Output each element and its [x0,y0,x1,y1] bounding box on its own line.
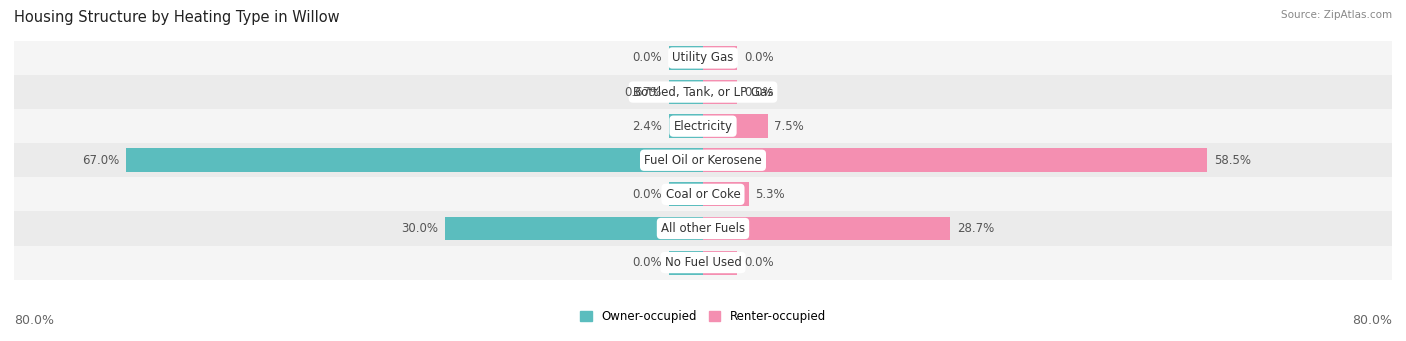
Bar [14,75,1392,109]
Bar [703,217,950,240]
Bar [669,182,703,206]
Text: 0.0%: 0.0% [633,51,662,64]
Text: 58.5%: 58.5% [1213,154,1251,167]
Bar [14,143,1392,177]
Bar [669,114,703,138]
Bar [14,246,1392,280]
Text: 2.4%: 2.4% [631,120,662,133]
Text: 30.0%: 30.0% [401,222,437,235]
Bar [14,109,1392,143]
Bar [14,41,1392,75]
Text: All other Fuels: All other Fuels [661,222,745,235]
Bar [669,80,703,104]
Bar [703,46,738,70]
Text: 0.0%: 0.0% [633,256,662,269]
Text: 67.0%: 67.0% [82,154,120,167]
Text: 0.0%: 0.0% [744,86,773,99]
Bar [669,46,703,70]
Text: Housing Structure by Heating Type in Willow: Housing Structure by Heating Type in Wil… [14,10,340,25]
Text: 80.0%: 80.0% [14,314,53,327]
Text: Bottled, Tank, or LP Gas: Bottled, Tank, or LP Gas [633,86,773,99]
Legend: Owner-occupied, Renter-occupied: Owner-occupied, Renter-occupied [576,306,830,326]
Text: 28.7%: 28.7% [957,222,994,235]
Text: Utility Gas: Utility Gas [672,51,734,64]
Bar [703,114,768,138]
Bar [703,251,738,275]
Bar [703,80,738,104]
Text: Fuel Oil or Kerosene: Fuel Oil or Kerosene [644,154,762,167]
Bar [444,217,703,240]
Text: 80.0%: 80.0% [1353,314,1392,327]
Bar [703,182,748,206]
Text: 0.0%: 0.0% [744,256,773,269]
Text: Electricity: Electricity [673,120,733,133]
Bar [703,148,1206,172]
Text: Source: ZipAtlas.com: Source: ZipAtlas.com [1281,10,1392,20]
Text: 5.3%: 5.3% [755,188,785,201]
Bar [127,148,703,172]
Text: 7.5%: 7.5% [775,120,804,133]
Text: 0.67%: 0.67% [624,86,662,99]
Bar [14,177,1392,211]
Text: Coal or Coke: Coal or Coke [665,188,741,201]
Text: 0.0%: 0.0% [633,188,662,201]
Text: 0.0%: 0.0% [744,51,773,64]
Bar [14,211,1392,246]
Text: No Fuel Used: No Fuel Used [665,256,741,269]
Bar [669,251,703,275]
